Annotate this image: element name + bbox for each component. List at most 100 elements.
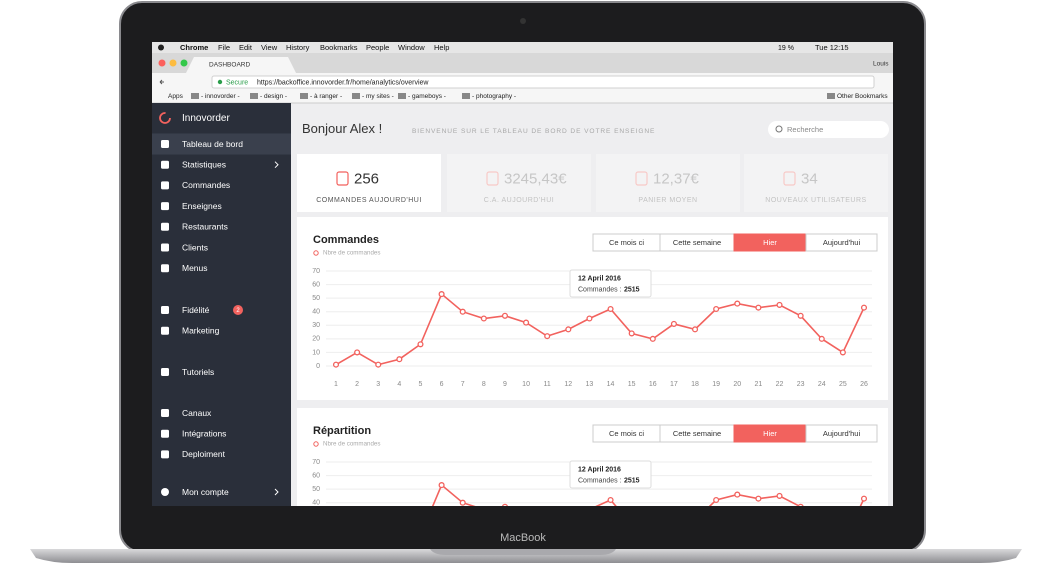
menu-icon xyxy=(161,140,169,148)
other-bookmarks: Other Bookmarks xyxy=(837,93,888,100)
x-tick-label: 14 xyxy=(607,381,615,388)
sidebar-item[interactable]: Statistiques xyxy=(182,159,226,169)
x-tick-label: 21 xyxy=(755,381,763,388)
data-point[interactable] xyxy=(776,301,783,308)
data-point[interactable] xyxy=(502,503,508,509)
sidebar-item[interactable]: Commandes xyxy=(182,180,230,190)
data-point[interactable] xyxy=(586,315,593,322)
min-btn[interactable] xyxy=(169,59,177,67)
badge: 2 xyxy=(236,308,240,314)
sidebar-item[interactable]: Tableau de bord xyxy=(182,139,243,149)
data-point[interactable] xyxy=(438,482,445,489)
folder-icon xyxy=(191,93,199,99)
account[interactable]: Mon compte xyxy=(182,487,229,497)
data-point[interactable] xyxy=(565,326,572,333)
address-bar[interactable] xyxy=(211,75,875,89)
bookmark[interactable]: - gameboys - xyxy=(408,93,446,100)
sidebar-item[interactable]: Deploiment xyxy=(182,449,226,459)
sidebar-item[interactable]: Canaux xyxy=(182,408,212,418)
max-btn[interactable] xyxy=(180,59,188,67)
data-point[interactable] xyxy=(501,312,509,319)
y-tick-label: 70 xyxy=(312,268,320,275)
x-tick-label: 6 xyxy=(440,381,444,388)
bookmark[interactable]: Apps xyxy=(168,93,184,100)
device-label: MacBook xyxy=(500,532,546,544)
x-tick-label: 10 xyxy=(522,381,530,388)
data-point[interactable] xyxy=(480,315,487,322)
data-point[interactable] xyxy=(860,495,868,502)
bookmark[interactable]: - my sites - xyxy=(362,93,394,100)
data-point[interactable] xyxy=(417,341,424,348)
data-point[interactable] xyxy=(628,330,635,337)
data-point[interactable] xyxy=(818,335,825,342)
data-point[interactable] xyxy=(396,356,403,363)
subtitle: BIENVENUE SUR LE TABLEAU DE BORD DE VOTR… xyxy=(412,128,655,135)
legend-label: Nbre de commandes xyxy=(323,441,380,448)
menu-item: File xyxy=(218,43,230,52)
data-point[interactable] xyxy=(607,305,614,313)
x-tick-label: 20 xyxy=(733,381,741,388)
data-point[interactable] xyxy=(459,308,466,315)
data-point[interactable] xyxy=(755,495,762,502)
data-point[interactable] xyxy=(797,503,804,509)
range-label: Cette semaine xyxy=(673,429,721,438)
x-tick-label: 5 xyxy=(419,381,423,388)
data-point[interactable] xyxy=(354,349,361,356)
data-point[interactable] xyxy=(459,499,466,506)
data-point[interactable] xyxy=(797,312,804,319)
nav-back[interactable] xyxy=(159,79,164,85)
bookmark[interactable]: - photography - xyxy=(472,93,516,100)
close-btn[interactable] xyxy=(158,59,166,67)
bookmark[interactable]: - innovorder - xyxy=(201,93,240,100)
y-tick-label: 40 xyxy=(312,500,320,507)
sidebar-item[interactable]: Restaurants xyxy=(182,222,228,232)
data-point[interactable] xyxy=(734,300,741,307)
tab[interactable] xyxy=(186,57,296,73)
data-point[interactable] xyxy=(649,335,656,342)
range-button[interactable] xyxy=(805,424,878,443)
chart-title: Commandes xyxy=(313,234,379,246)
data-point[interactable] xyxy=(713,496,720,504)
data-point[interactable] xyxy=(544,333,551,340)
sidebar-item[interactable]: Marketing xyxy=(182,325,220,335)
data-point[interactable] xyxy=(438,291,445,298)
data-point[interactable] xyxy=(523,319,530,326)
search-box[interactable] xyxy=(768,121,889,138)
data-point[interactable] xyxy=(670,320,677,327)
data-point[interactable] xyxy=(860,304,868,311)
stat-icon xyxy=(783,171,796,186)
menu-icon xyxy=(161,222,169,231)
menu-item: Chrome xyxy=(180,43,208,52)
sidebar-item[interactable]: Menus xyxy=(182,263,208,273)
data-point[interactable] xyxy=(839,349,846,356)
y-tick-label: 50 xyxy=(312,295,320,302)
account-icon xyxy=(161,488,169,496)
chevron xyxy=(274,161,279,169)
data-point[interactable] xyxy=(375,361,382,368)
sidebar-item[interactable]: Fidélité xyxy=(182,305,210,315)
bookmark[interactable]: - design - xyxy=(260,93,287,100)
data-point[interactable] xyxy=(755,304,762,311)
data-point[interactable] xyxy=(691,326,699,333)
line-series xyxy=(431,483,865,506)
active-item-bg xyxy=(152,133,291,155)
range-label: Cette semaine xyxy=(673,238,721,247)
sidebar-item[interactable]: Enseignes xyxy=(182,201,222,211)
menu-icon xyxy=(161,243,169,252)
data-point[interactable] xyxy=(607,496,614,504)
range-button[interactable] xyxy=(805,233,878,252)
url: https://backoffice.innovorder.fr/home/an… xyxy=(257,79,429,86)
stat-value: 256 xyxy=(354,170,379,187)
stat-label: COMMANDES AUJOURD'HUI xyxy=(316,197,422,204)
tab-bar xyxy=(152,53,893,73)
stat-card xyxy=(447,154,591,212)
stat-icon xyxy=(336,171,349,186)
sidebar-item[interactable]: Intégrations xyxy=(182,428,226,438)
sidebar-item[interactable]: Tutoriels xyxy=(182,367,214,377)
data-point[interactable] xyxy=(713,305,720,313)
data-point[interactable] xyxy=(776,492,783,499)
data-point[interactable] xyxy=(734,491,741,498)
bookmark[interactable]: - à ranger - xyxy=(310,93,342,100)
sidebar-item[interactable]: Clients xyxy=(182,242,208,252)
data-point[interactable] xyxy=(332,361,340,368)
